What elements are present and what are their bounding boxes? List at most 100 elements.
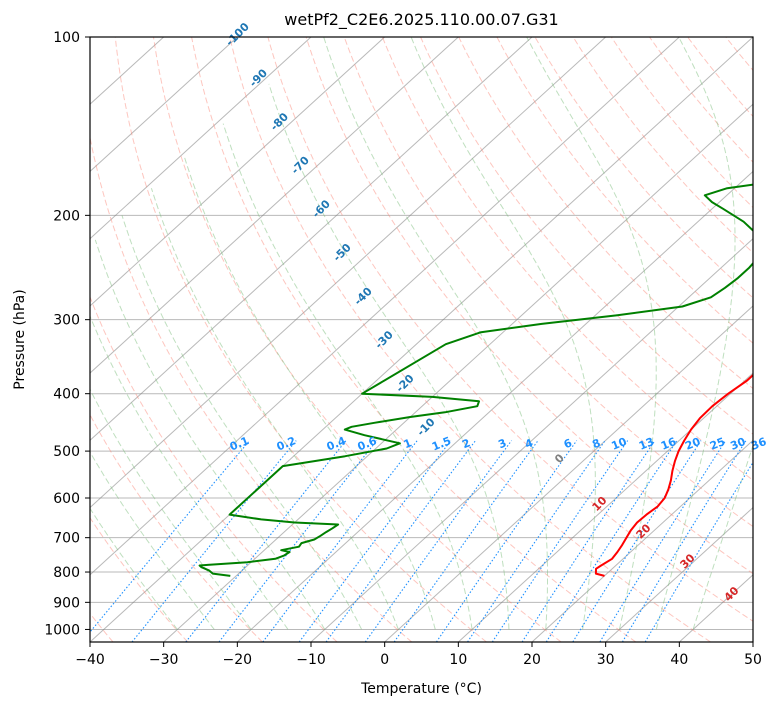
mixing-ratio-line xyxy=(218,440,378,642)
moist-adiabat-line xyxy=(222,123,473,630)
y-axis-label: Pressure (hPa) xyxy=(12,289,28,389)
x-axis-label: Temperature (°C) xyxy=(360,681,482,697)
dry-adiabat-line xyxy=(153,37,562,642)
mixing-ratio-label: 3 xyxy=(496,436,508,451)
moist-adiabat-line xyxy=(90,388,252,630)
y-tick-label: 700 xyxy=(53,531,80,547)
dry-adiabat-line xyxy=(534,37,753,299)
moist-adiabat-line xyxy=(655,37,736,630)
mixing-ratio-label: 30 xyxy=(728,435,747,453)
isotherm-line xyxy=(90,37,312,240)
chart-title: wetPf2_C2E6.2025.110.00.07.G31 xyxy=(284,10,558,30)
moist-adiabat-line xyxy=(150,188,399,630)
isotherm-line xyxy=(605,506,753,642)
mixing-ratio-line xyxy=(131,440,297,642)
x-tick-label: −20 xyxy=(223,652,253,668)
dry-adiabat-line xyxy=(343,37,753,528)
moist-adiabat-line xyxy=(526,37,657,630)
mixing-ratio-line xyxy=(90,440,251,633)
moist-adiabat-line xyxy=(90,314,289,630)
dry-adiabat-line xyxy=(90,516,189,642)
isotherm-line xyxy=(457,372,753,642)
mixing-ratio-line xyxy=(435,440,578,642)
isotherm-line xyxy=(531,439,753,642)
y-tick-label: 900 xyxy=(53,595,80,611)
dewpoint-line xyxy=(198,183,753,577)
mixing-ratio-label: 13 xyxy=(637,435,656,453)
dry-adiabat-line xyxy=(229,37,711,642)
isotherm-line xyxy=(90,37,386,307)
isotherm-line xyxy=(90,37,607,509)
dry-adiabat-line xyxy=(267,37,753,622)
y-tick-label: 400 xyxy=(53,387,80,403)
x-tick-label: 20 xyxy=(523,652,541,668)
dry-adiabat-line xyxy=(610,37,753,209)
x-tick-label: 40 xyxy=(670,652,688,668)
mixing-ratio-line xyxy=(644,461,753,642)
mixing-ratio-line xyxy=(364,440,512,642)
isotherm-line xyxy=(236,170,753,642)
moist-adiabat-line xyxy=(121,215,363,630)
isotherm-line xyxy=(90,37,680,576)
dry-adiabat-line xyxy=(114,37,487,642)
isotherm-line xyxy=(90,37,753,642)
isotherm-line xyxy=(90,37,459,374)
axes: −40 −30 −20 −10 0 10 20 30 40 50 100 200 300 400 500 60… xyxy=(44,30,762,668)
mixing-ratio-label: 1 xyxy=(402,436,414,451)
moist-adiabat-line xyxy=(90,450,215,630)
plot-frame xyxy=(89,36,754,643)
dry-adiabat-line xyxy=(305,37,753,575)
x-tick-label: −10 xyxy=(296,652,326,668)
y-tick-label: 300 xyxy=(53,313,80,329)
mixing-ratio-label: 16 xyxy=(659,435,678,453)
moist-adiabat-line xyxy=(94,239,326,630)
mixing-ratio-line xyxy=(572,440,702,642)
dry-adiabat-line xyxy=(191,37,637,642)
isotherm-line xyxy=(163,103,753,642)
x-tick-label: 50 xyxy=(744,652,762,668)
dry-adiabat-line xyxy=(649,37,753,163)
mixing-ratio-label: 20 xyxy=(683,435,702,453)
mixing-ratio-line xyxy=(599,440,727,642)
moist-adiabat-line xyxy=(90,507,178,630)
mixing-ratio-label: 2 xyxy=(460,436,472,451)
y-tick-label: 1000 xyxy=(44,622,80,638)
dry-adiabat-line xyxy=(496,37,753,344)
dry-adiabat-line xyxy=(572,37,753,254)
mixing-ratio-label: 10 xyxy=(610,435,629,453)
x-tick-label: −30 xyxy=(149,652,179,668)
y-tick-label: 600 xyxy=(53,491,80,507)
isotherm-line xyxy=(90,37,238,173)
mixing-ratio-line xyxy=(621,440,747,642)
mixing-ratio-label: 36 xyxy=(749,435,768,453)
x-tick-label: 10 xyxy=(449,652,467,668)
mixing-ratio-line xyxy=(262,440,418,642)
y-tick-label: 100 xyxy=(53,30,80,46)
mixing-ratio-line xyxy=(521,440,656,642)
background-lines xyxy=(90,37,753,642)
isotherm-line xyxy=(90,37,533,442)
moist-adiabat-line xyxy=(410,37,596,630)
x-tick-label: 0 xyxy=(380,652,389,668)
mixing-ratio-label: 8 xyxy=(590,436,602,451)
isotherm-line xyxy=(384,305,753,642)
isotherm-line xyxy=(310,237,753,642)
y-tick-label: 800 xyxy=(53,565,80,581)
moist-adiabat-line xyxy=(323,37,548,630)
y-tick-label: 200 xyxy=(53,208,80,224)
x-tick-label: −40 xyxy=(75,652,105,668)
temperature-line xyxy=(594,373,753,577)
moist-adiabat-line xyxy=(268,83,510,630)
mixing-ratio-line xyxy=(545,440,678,642)
mixing-ratio-line xyxy=(185,440,347,642)
dry-adiabat-line xyxy=(90,295,338,642)
moist-adiabat-line xyxy=(184,157,436,630)
mixing-ratio-label: 25 xyxy=(708,435,727,453)
y-tick-label: 500 xyxy=(53,444,80,460)
mixing-ratio-line xyxy=(393,440,539,642)
dry-adiabat-line xyxy=(90,413,263,642)
data-series xyxy=(198,183,753,577)
dry-adiabat-line xyxy=(381,37,753,481)
x-tick-label: 30 xyxy=(597,652,615,668)
